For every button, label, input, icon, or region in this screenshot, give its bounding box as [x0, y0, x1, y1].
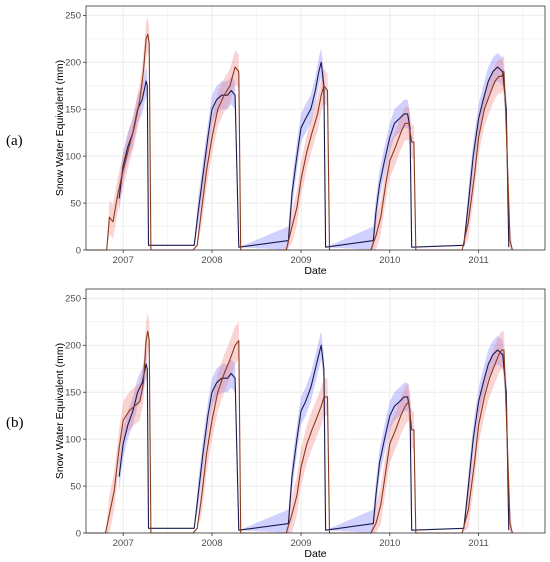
- x-tick-label: 2010: [379, 538, 400, 549]
- x-tick-label: 2011: [468, 255, 488, 266]
- y-axis-title-a: Snow Water Equivalent (mm): [54, 60, 66, 196]
- plot-area-b: [86, 289, 545, 533]
- y-tick-label: 150: [65, 105, 81, 116]
- observed-uncertainty-band: [119, 48, 509, 251]
- y-tick-label: 250: [65, 294, 81, 305]
- chart-panel-a: 0 50 100 150 200 250 2007 2008 2009 2010 2011 Date…: [54, 5, 546, 277]
- x-tick-label: 2008: [201, 255, 222, 266]
- y-tick-label: 0: [76, 245, 81, 256]
- chart-panel-b: 0 50 100 150 200 250 2007 2008 2009 2010 2011 Date…: [54, 288, 546, 560]
- x-tick-label: 2009: [290, 255, 311, 266]
- x-tick-label: 2008: [201, 538, 222, 549]
- observed-series-line: [118, 344, 510, 531]
- model-uncertainty-band: [86, 312, 513, 533]
- y-tick-label: 100: [65, 151, 81, 162]
- y-tick-label: 100: [65, 434, 81, 445]
- y-tick-label: 200: [65, 341, 81, 352]
- observed-series-line: [118, 61, 510, 248]
- model-series-line: [86, 330, 513, 534]
- x-axis-title-b: Date: [304, 548, 326, 560]
- observed-uncertainty-band: [119, 331, 509, 533]
- x-tick-label: 2007: [113, 255, 134, 266]
- y-tick-label: 250: [65, 11, 81, 22]
- y-tick-label: 50: [70, 198, 81, 209]
- model-series-line: [86, 33, 513, 251]
- plot-area-a: [86, 6, 545, 250]
- x-tick-label: 2007: [113, 538, 134, 549]
- y-tick-label: 200: [65, 58, 81, 69]
- y-tick-label: 50: [70, 481, 81, 492]
- panel-label-a: (a): [6, 133, 23, 149]
- model-uncertainty-band: [86, 17, 513, 250]
- x-axis-title-a: Date: [304, 265, 326, 277]
- x-tick-label: 2009: [290, 538, 311, 549]
- plot-border-b: [85, 288, 546, 534]
- x-tick-label: 2011: [468, 538, 488, 549]
- y-axis-title-b: Snow Water Equivalent (mm): [54, 343, 66, 479]
- panel-label-b: (b): [6, 415, 24, 431]
- y-tick-label: 150: [65, 388, 81, 399]
- y-tick-label: 0: [76, 528, 81, 539]
- x-tick-label: 2010: [379, 255, 400, 266]
- plot-border-a: [85, 5, 546, 251]
